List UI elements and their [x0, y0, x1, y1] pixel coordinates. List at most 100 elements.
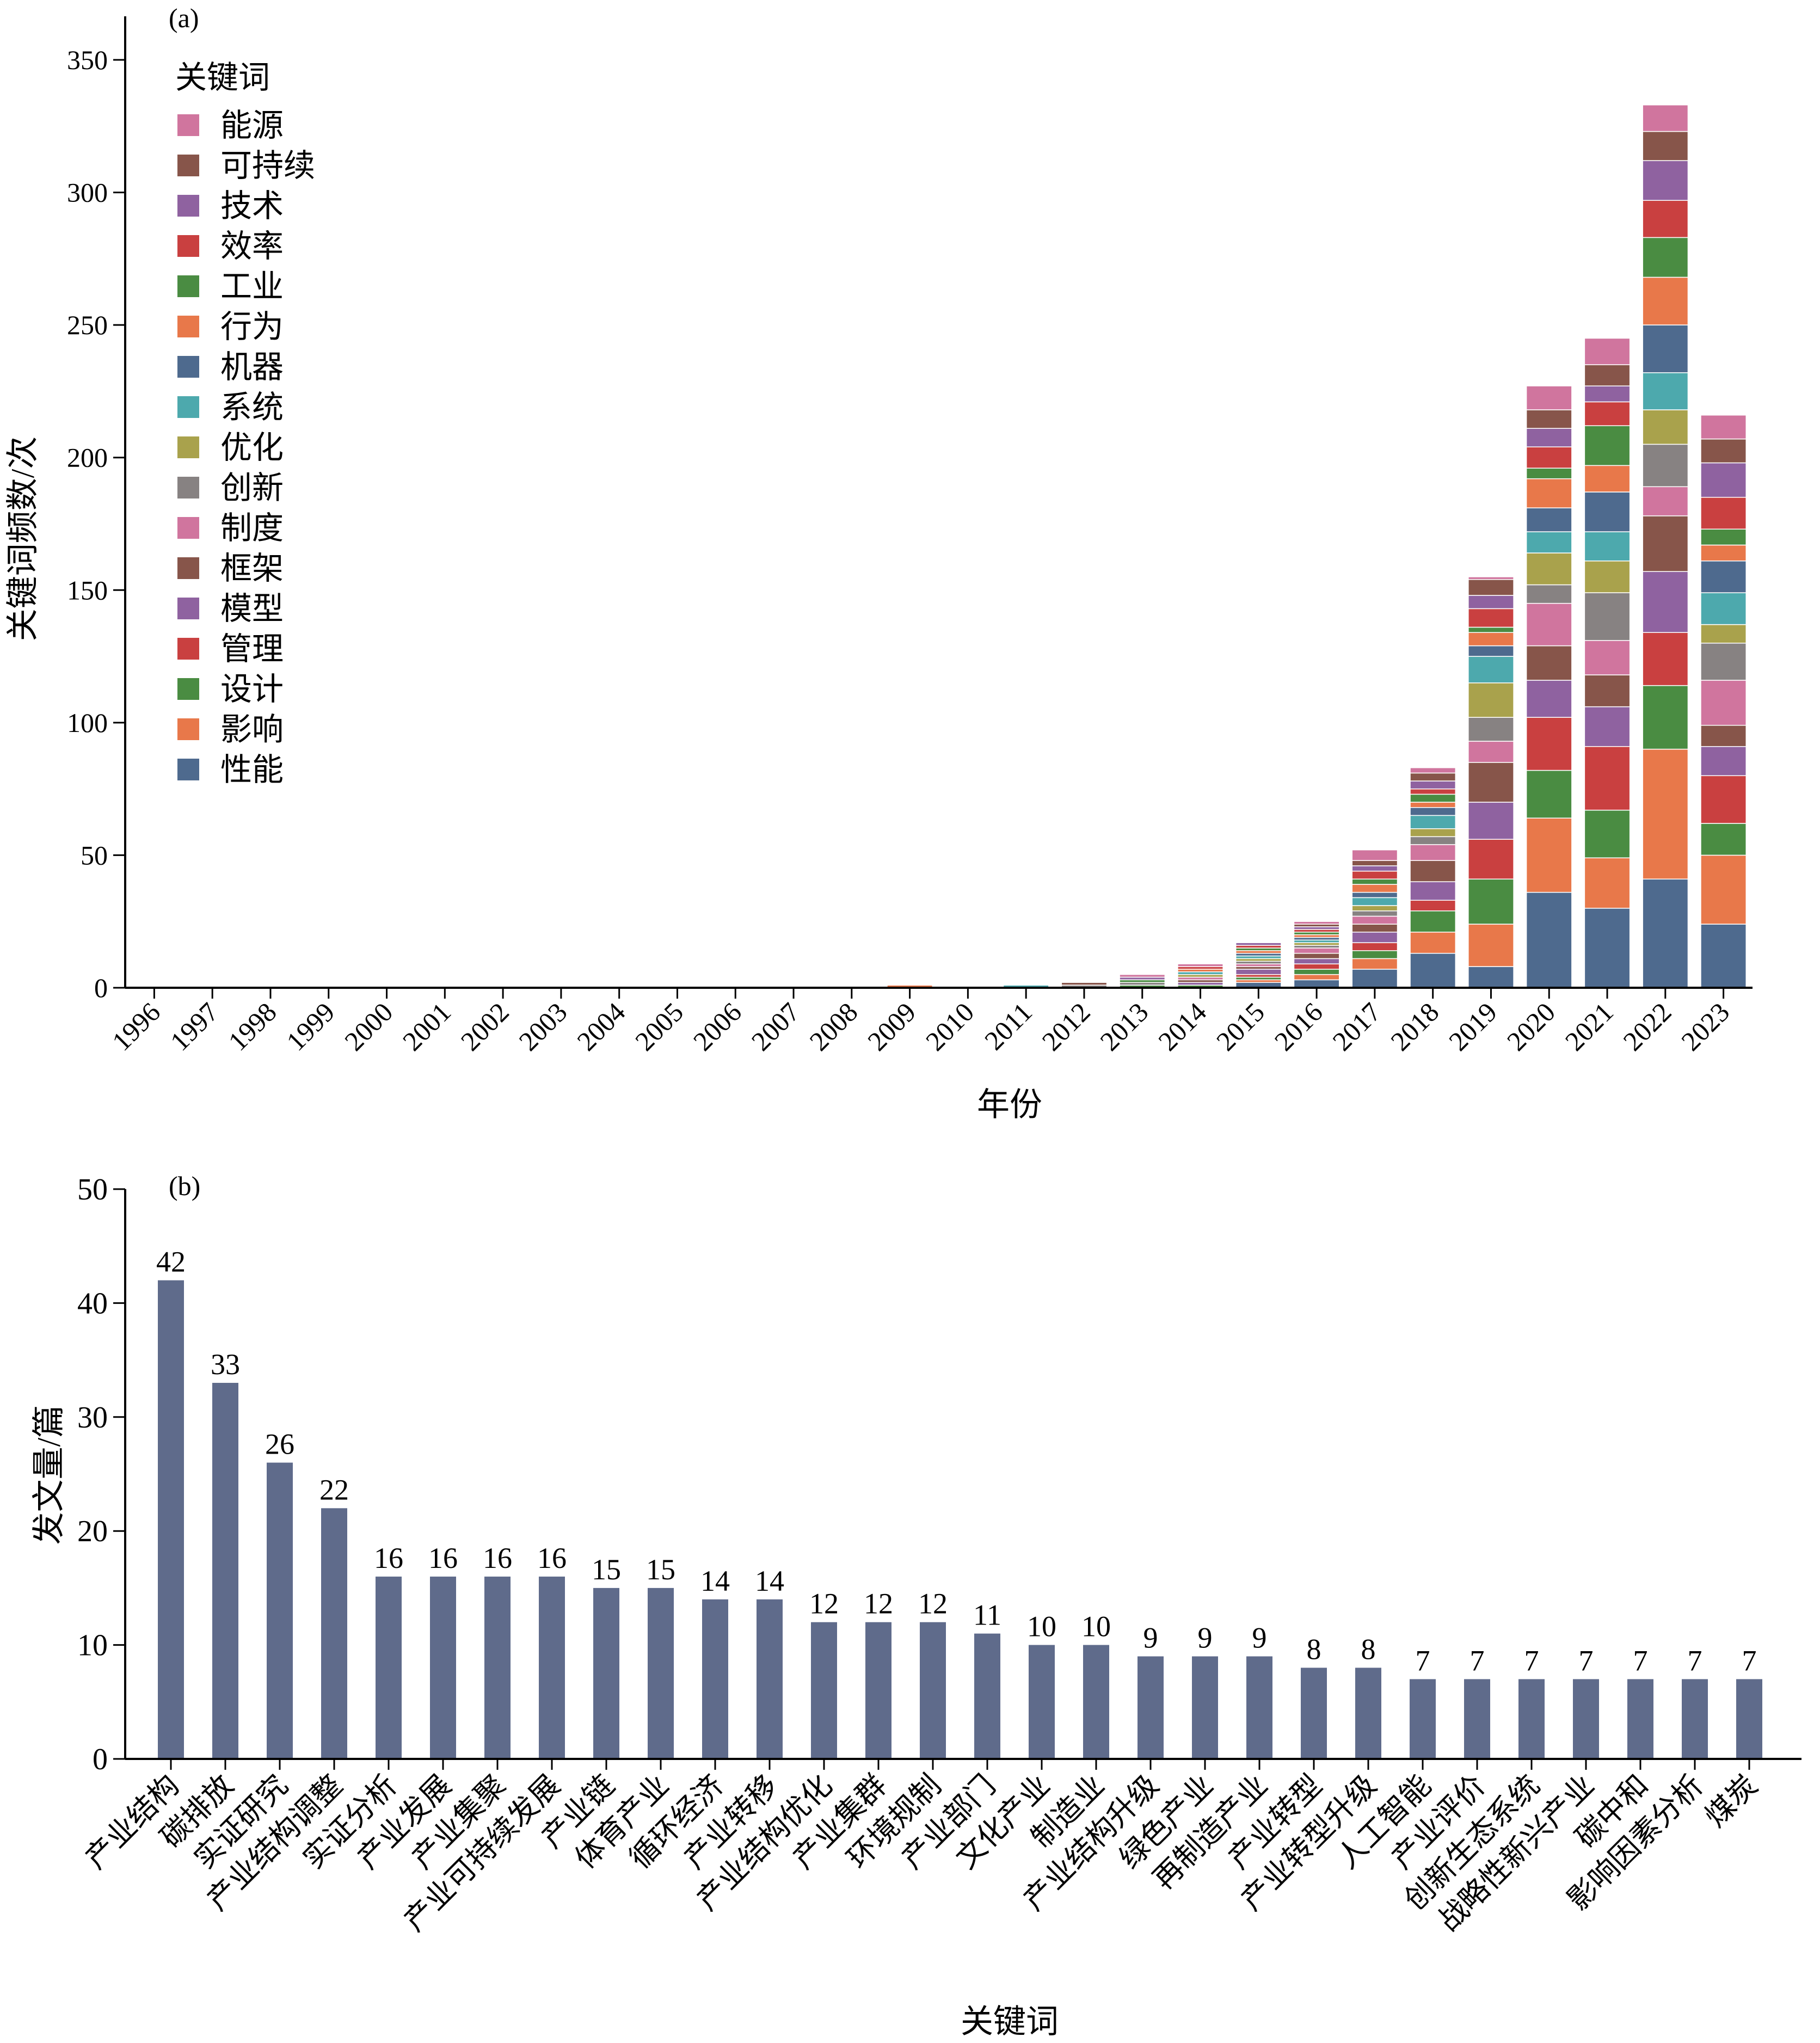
chart-a-bar-segment	[1700, 592, 1747, 625]
chart-a-bar-segment	[1526, 385, 1572, 410]
chart-b-data-label: 14	[700, 1565, 730, 1597]
chart-a-legend-swatch	[177, 477, 199, 499]
chart-b-data-label: 12	[918, 1587, 948, 1620]
chart-a-x-tick-label: 2008	[803, 996, 863, 1056]
chart-b-y-tick-label: 0	[93, 1743, 108, 1776]
chart-b-bar	[1627, 1679, 1653, 1759]
chart-a-bar-segment	[1468, 645, 1514, 657]
chart-b-bar	[1301, 1667, 1327, 1759]
chart-a-bar-segment	[1410, 767, 1456, 774]
chart-a-bar-segment	[1468, 717, 1514, 742]
chart-a-bar-segment	[1526, 507, 1572, 532]
chart-a-bar-segment	[1642, 131, 1689, 161]
chart-a-x-tick-label: 2014	[1152, 996, 1212, 1056]
chart-a-legend-entry: 创新	[220, 470, 284, 506]
chart-a-bar-segment	[1642, 237, 1689, 278]
chart-a-bar-segment	[1642, 878, 1689, 988]
chart-a-x-tick-label: 1997	[164, 996, 224, 1056]
chart-a-bar-segment	[1177, 963, 1223, 967]
chart-a-legend-entry: 性能	[220, 752, 284, 787]
chart-a-bar-segment	[1351, 870, 1398, 880]
chart-b-x-tick-label: 煤炭	[1699, 1769, 1764, 1833]
chart-a-bar-segment	[1410, 815, 1456, 829]
chart-a-bar-segment	[1584, 674, 1631, 707]
chart-a-legend-entry: 制度	[220, 510, 284, 546]
chart-a-bar-segment	[1642, 444, 1689, 488]
chart-a-bar-segment	[1642, 515, 1689, 572]
chart-a-bar-segment	[1351, 969, 1398, 988]
chart-a-bar-segment	[1351, 884, 1398, 893]
chart-a-bar-segment	[1642, 632, 1689, 686]
chart-a-bar-segment	[1584, 560, 1631, 593]
chart-a-bar-segment	[1700, 560, 1747, 593]
chart-a-bar-segment	[1700, 823, 1747, 856]
chart-a-legend-entry: 行为	[220, 309, 284, 344]
chart-a-x-tick-label: 2011	[979, 996, 1038, 1056]
chart-a-y-tick-label: 50	[81, 840, 108, 870]
chart-a-bar-segment	[1642, 324, 1689, 373]
chart-a-bar-segment	[1526, 645, 1572, 681]
chart-a-y-tick-label: 200	[67, 442, 108, 473]
chart-a-x-tick-label: 2015	[1210, 996, 1270, 1056]
chart-b-bar	[430, 1576, 456, 1759]
chart-a-legend-swatch	[177, 275, 199, 297]
chart-a-y-tick-label: 250	[67, 310, 108, 340]
chart-a-bar-segment	[1468, 608, 1514, 628]
chart-a-x-tick-label: 2001	[397, 996, 457, 1056]
chart-b-data-label: 15	[646, 1553, 675, 1586]
chart-a-bar-segment	[1700, 924, 1747, 988]
chart-a-bar-segment	[1526, 409, 1572, 429]
chart-b-data-label: 14	[755, 1565, 784, 1597]
chart-a-bar-segment	[1410, 931, 1456, 954]
chart-b-y-tick-label: 20	[77, 1515, 108, 1548]
chart-a-bar-segment	[1235, 969, 1282, 975]
chart-a-bar-segment	[1410, 807, 1456, 816]
chart-b-data-label: 8	[1361, 1633, 1376, 1665]
chart-b-bar	[593, 1587, 619, 1759]
chart-a-bar-segment	[1468, 632, 1514, 647]
chart-a-bar-segment	[1468, 762, 1514, 803]
chart-b-bar	[1736, 1679, 1762, 1759]
chart-a-bar-segment	[1526, 817, 1572, 893]
chart-a-legend-swatch	[177, 155, 199, 176]
chart-a-bar-segment	[1526, 770, 1572, 819]
chart-a-bar-segment	[1351, 860, 1398, 866]
chart-a-bar-segment	[1351, 924, 1398, 933]
chart-a-bar-segment	[1468, 576, 1514, 580]
chart-a-x-tick-label: 1996	[106, 996, 166, 1056]
chart-a-bar-segment	[1468, 579, 1514, 596]
chart-a-legend-entry: 设计	[220, 672, 284, 707]
chart-a-legend-entry: 模型	[220, 591, 284, 626]
chart-a-bar-segment	[1526, 584, 1572, 604]
chart-a-x-tick-label: 1998	[222, 996, 282, 1056]
chart-a-bar-segment	[1351, 897, 1398, 906]
chart-a-bar-segment	[1410, 900, 1456, 912]
chart-b-bar	[1029, 1645, 1055, 1759]
chart-a-legend-swatch	[177, 195, 199, 217]
chart-a-bar-segment	[1584, 425, 1631, 466]
chart-b-data-label: 12	[864, 1587, 893, 1620]
chart-a-legend-title: 关键词	[175, 60, 270, 95]
chart-a-bar-segment	[1584, 908, 1631, 988]
chart-b-data-label: 8	[1307, 1633, 1321, 1665]
chart-b-x-axis-ticks: 产业结构碳排放实证研究产业结构调整实证分析产业发展产业集聚产业可持续发展产业链体…	[79, 1759, 1763, 1937]
chart-b-data-label: 42	[156, 1246, 186, 1278]
chart-a-x-tick-label: 2021	[1559, 996, 1619, 1056]
chart-a-bar-segment	[1584, 531, 1631, 562]
chart-a-bar-segment	[1642, 486, 1689, 516]
chart-a-bar-segment	[1526, 552, 1572, 586]
chart-a-panel-label: (a)	[169, 3, 199, 33]
chart-a-bar-segment	[1526, 891, 1572, 988]
chart-b-bar	[484, 1576, 511, 1759]
chart-b-data-label: 16	[537, 1542, 567, 1574]
chart-b: (b) 0 10 20 30 40 50 42 33 26 22 16 16 16 16 15 15 14 14…	[31, 1171, 1801, 2040]
chart-a-x-tick-label: 2012	[1036, 996, 1096, 1056]
chart-b-bars: 42 33 26 22 16 16 16 16 15 15 14 14 12 12 12 11 10 10 9 9 9 8…	[156, 1246, 1762, 1759]
chart-a-legend-swatch	[177, 114, 199, 136]
chart-a-x-axis-ticks: 1996199719981999200020012002200320042005…	[106, 988, 1735, 1056]
chart-a-legend-entry: 能源	[220, 108, 284, 143]
chart-a-bar-segment	[1584, 491, 1631, 532]
chart-a-bar-segment	[1410, 780, 1456, 790]
chart-a-bar-segment	[1700, 775, 1747, 824]
chart-a-legend-entry: 机器	[220, 349, 284, 385]
